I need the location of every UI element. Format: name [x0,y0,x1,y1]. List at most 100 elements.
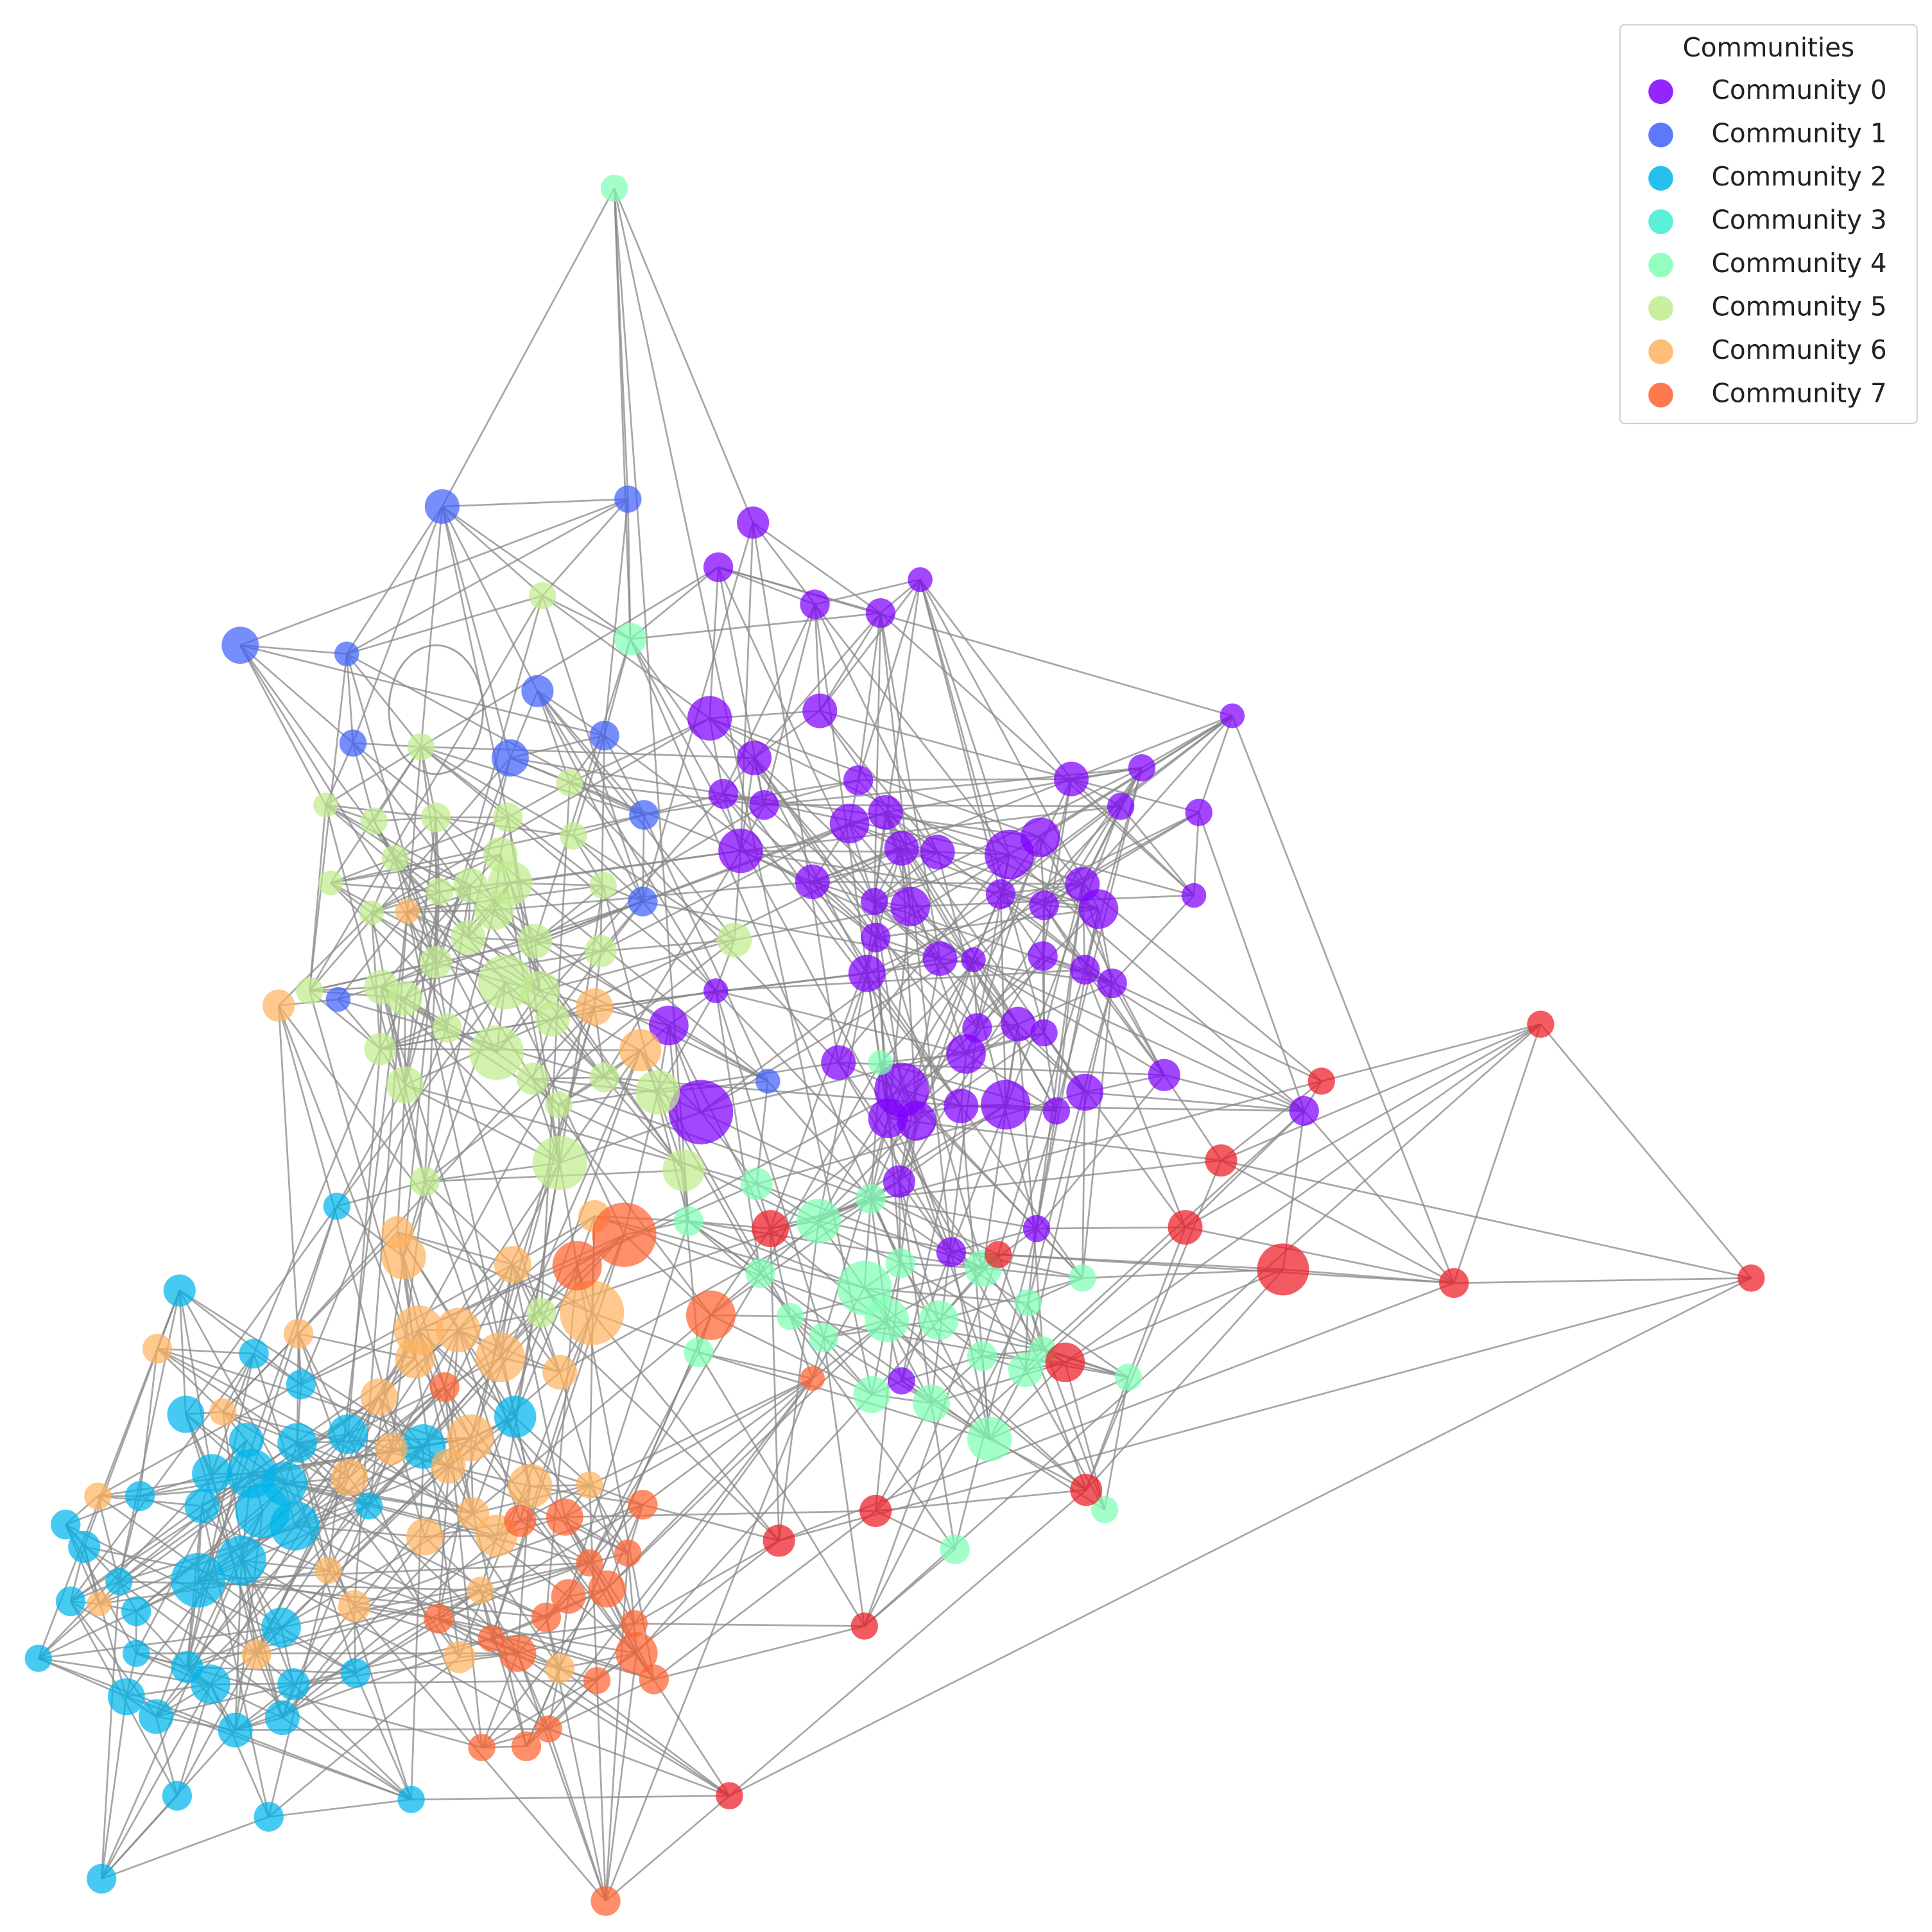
node [946,1034,986,1074]
node [474,890,514,931]
node [716,1782,743,1809]
edge [157,1348,224,1413]
edge [779,1277,1752,1542]
edge [1184,1110,1305,1229]
edge [397,1231,513,1266]
edge [789,1316,956,1550]
edge [239,644,354,744]
node [795,864,830,899]
edge [819,579,921,712]
node [913,1384,950,1422]
edge [540,782,571,1313]
edge [1127,1227,1186,1378]
node [469,1025,524,1080]
edge [297,1333,350,1478]
edge [938,1277,1083,1322]
node [443,1641,476,1673]
edge [441,506,512,759]
edge [863,1023,1542,1627]
edge [815,578,920,605]
node [686,1290,736,1340]
legend-marker [1648,166,1673,191]
edge [1027,983,1113,1304]
edge [642,1377,813,1506]
node [896,1101,936,1141]
edge [157,1348,350,1478]
node [848,954,886,992]
edge [446,885,472,1028]
node [884,831,919,866]
node [883,1165,915,1198]
edge [919,579,1073,780]
edge [688,1220,984,1270]
edge [178,1289,302,1386]
node [649,1005,689,1046]
node [531,1602,562,1633]
edge [753,757,877,938]
edge [534,639,632,942]
node [360,1378,398,1416]
edge [729,1489,1087,1797]
edges [37,187,1752,1902]
node [1205,1144,1238,1177]
node [919,1300,959,1340]
node [239,1338,269,1369]
node [162,1781,193,1811]
node [800,1366,825,1391]
node [508,1463,553,1509]
edge [1043,884,1083,1033]
node [334,641,359,667]
edge [380,987,501,1358]
edge [178,1290,187,1415]
node [864,1298,910,1343]
edge [517,1623,635,1655]
edge [722,793,978,1029]
node [499,1634,537,1672]
edge [997,969,1086,1255]
node [1114,1363,1142,1391]
edge [293,1652,518,1686]
edge [1071,714,1233,780]
edge [1064,1023,1542,1363]
node [451,920,486,955]
edge [1193,812,1200,896]
node [296,977,323,1005]
node [355,1492,383,1520]
edge [157,1347,590,1486]
node [1738,1264,1765,1292]
edge [548,1728,730,1797]
edge [718,566,816,605]
edge [541,595,644,902]
node [1020,817,1060,858]
edge [1540,1023,1752,1279]
node [629,800,659,830]
edge [534,804,765,942]
node [829,804,870,843]
node [1014,1289,1042,1317]
node [340,1658,370,1688]
edge [740,805,1121,852]
node [395,1338,435,1379]
edge [1085,1091,1304,1112]
edge [700,1031,1044,1113]
legend-label: Community 1 [1712,117,1887,148]
node [755,1069,781,1094]
node [591,1886,621,1916]
node [544,1653,575,1684]
edge [1043,767,1143,906]
node [339,729,367,757]
node [517,924,553,959]
edge [1071,778,1195,896]
node [584,935,617,967]
node [1097,968,1127,999]
edge [633,1377,813,1625]
node [662,1149,705,1192]
edge [345,653,354,743]
node [315,1557,342,1584]
edge [599,736,605,951]
edge [411,1795,730,1800]
edge [729,1277,1752,1797]
edge [293,1605,355,1685]
edge [886,1319,1043,1351]
edge [352,506,444,744]
